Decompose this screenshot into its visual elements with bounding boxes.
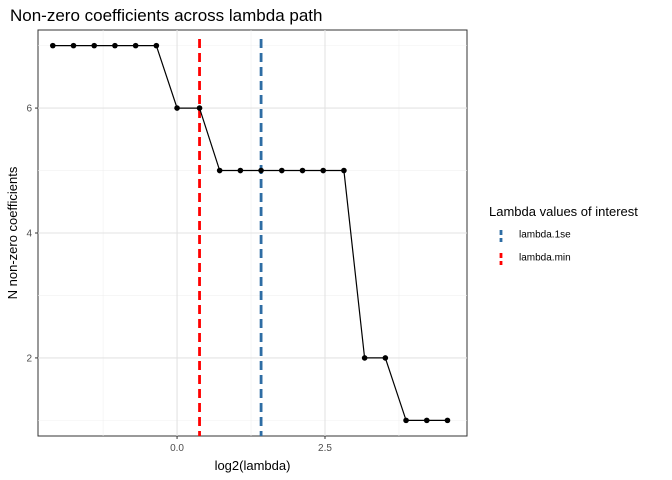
- data-point: [320, 167, 327, 174]
- data-point: [423, 417, 430, 424]
- data-point: [91, 42, 98, 49]
- data-point: [361, 355, 368, 361]
- legend-label-lambda-1se: lambda.1se: [519, 230, 571, 241]
- data-point: [299, 167, 306, 174]
- data-point: [258, 167, 264, 174]
- x-tick-label: 0.0: [170, 443, 184, 454]
- data-point: [444, 417, 451, 424]
- reference-lines: [198, 39, 263, 436]
- legend: Lambda values of interest lambda.1selamb…: [489, 204, 638, 265]
- x-tick-label: 2.5: [318, 443, 332, 454]
- data-point: [132, 42, 139, 49]
- data-point: [216, 167, 223, 174]
- y-tick-label: 2: [26, 353, 32, 364]
- y-axis-ticks: 2 4 6: [26, 104, 38, 364]
- data-point: [153, 42, 160, 49]
- data-point: [196, 105, 203, 111]
- data-point: [174, 105, 180, 111]
- chart-title: Non-zero coefficients across lambda path: [10, 6, 322, 25]
- legend-title: Lambda values of interest: [489, 204, 638, 219]
- x-axis-ticks: 0.0 2.5: [170, 436, 332, 454]
- data-series: [49, 42, 451, 424]
- major-gridlines: [38, 30, 467, 436]
- data-point: [341, 167, 347, 174]
- data-point: [278, 167, 285, 174]
- y-tick-label: 4: [26, 229, 32, 240]
- data-point: [382, 355, 389, 361]
- data-point: [237, 167, 244, 174]
- series-line: [52, 44, 448, 421]
- data-point: [112, 42, 118, 49]
- y-tick-label: 6: [26, 104, 32, 115]
- legend-label-lambda-min: lambda.min: [519, 253, 571, 264]
- y-axis-title: N non-zero coefficients: [5, 166, 20, 299]
- data-point: [403, 417, 409, 424]
- legend-items: lambda.1se lambda.min: [499, 230, 571, 265]
- data-point: [49, 42, 56, 49]
- data-point: [70, 42, 77, 49]
- x-axis-title: log2(lambda): [215, 458, 291, 473]
